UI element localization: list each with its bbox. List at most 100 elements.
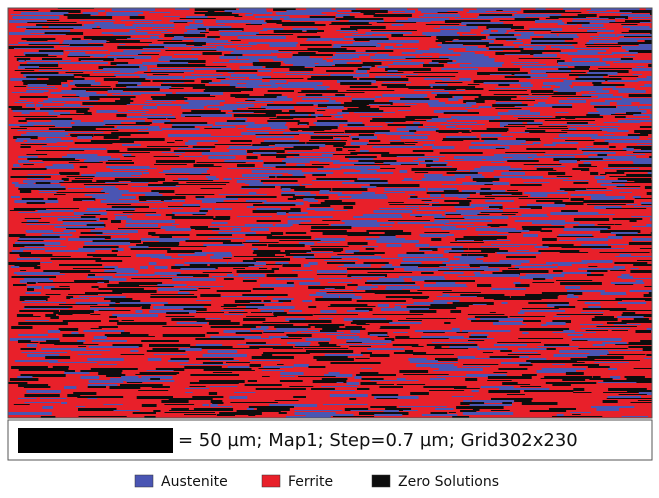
zero-solution-streak bbox=[90, 314, 101, 315]
austenite-streak bbox=[578, 224, 595, 227]
austenite-streak bbox=[415, 50, 454, 53]
zero-solution-streak bbox=[495, 52, 543, 55]
zero-solution-streak bbox=[154, 164, 187, 165]
zero-solution-streak bbox=[435, 96, 453, 98]
austenite-streak bbox=[68, 54, 107, 56]
austenite-streak bbox=[621, 98, 652, 100]
austenite-streak bbox=[18, 66, 39, 69]
zero-solution-streak bbox=[152, 74, 169, 75]
austenite-streak bbox=[25, 60, 71, 61]
zero-solution-streak bbox=[91, 286, 99, 288]
zero-solution-streak bbox=[98, 288, 144, 290]
austenite-streak bbox=[378, 278, 404, 280]
austenite-streak bbox=[246, 86, 278, 88]
zero-solution-streak bbox=[78, 58, 114, 61]
austenite-streak bbox=[214, 406, 233, 407]
austenite-streak bbox=[212, 230, 238, 231]
zero-solution-streak bbox=[552, 106, 573, 108]
austenite-streak bbox=[358, 258, 400, 259]
zero-solution-streak bbox=[530, 90, 554, 93]
zero-solution-streak bbox=[88, 274, 95, 276]
zero-solution-streak bbox=[246, 156, 258, 159]
zero-solution-streak bbox=[406, 252, 425, 255]
austenite-streak bbox=[568, 64, 611, 66]
austenite-streak bbox=[436, 376, 466, 377]
zero-solution-streak bbox=[13, 244, 45, 247]
austenite-streak bbox=[234, 178, 270, 179]
austenite-streak bbox=[292, 270, 313, 271]
zero-solution-streak bbox=[179, 18, 216, 19]
austenite-streak bbox=[63, 40, 107, 43]
zero-solution-streak bbox=[104, 334, 149, 337]
austenite-streak bbox=[111, 128, 147, 129]
zero-solution-streak bbox=[306, 30, 324, 32]
austenite-streak bbox=[152, 28, 175, 29]
austenite-streak bbox=[406, 126, 419, 129]
austenite-streak bbox=[337, 112, 350, 114]
austenite-streak bbox=[513, 64, 546, 65]
austenite-streak bbox=[208, 156, 236, 159]
zero-solution-streak bbox=[115, 84, 138, 87]
austenite-streak bbox=[324, 260, 358, 261]
zero-solution-streak bbox=[340, 28, 358, 31]
zero-solution-streak bbox=[193, 408, 234, 411]
austenite-streak bbox=[514, 74, 548, 77]
austenite-streak bbox=[247, 130, 285, 131]
austenite-streak bbox=[568, 54, 614, 55]
zero-solution-streak bbox=[126, 382, 143, 383]
zero-solution-streak bbox=[390, 142, 405, 144]
zero-solution-streak bbox=[617, 178, 652, 181]
zero-solution-streak bbox=[165, 214, 175, 216]
austenite-streak bbox=[213, 254, 233, 257]
austenite-streak bbox=[631, 226, 652, 227]
austenite-streak bbox=[458, 28, 471, 31]
zero-solution-streak bbox=[289, 320, 332, 323]
austenite-streak bbox=[255, 136, 294, 138]
austenite-streak bbox=[14, 360, 58, 362]
austenite-streak bbox=[152, 120, 171, 123]
austenite-streak bbox=[163, 170, 207, 173]
zero-solution-streak bbox=[489, 34, 515, 36]
zero-solution-streak bbox=[208, 392, 218, 395]
zero-solution-streak bbox=[320, 330, 337, 333]
austenite-streak bbox=[150, 208, 158, 209]
austenite-streak bbox=[581, 24, 604, 27]
zero-solution-streak bbox=[45, 356, 71, 359]
austenite-streak bbox=[221, 296, 267, 297]
austenite-streak bbox=[202, 404, 209, 406]
zero-solution-streak bbox=[301, 90, 338, 93]
austenite-streak bbox=[77, 340, 86, 342]
austenite-streak bbox=[27, 122, 71, 125]
austenite-streak bbox=[613, 62, 652, 63]
austenite-streak bbox=[401, 52, 423, 54]
zero-solution-streak bbox=[212, 372, 233, 373]
austenite-streak bbox=[579, 148, 609, 150]
zero-solution-streak bbox=[421, 272, 434, 274]
zero-solution-streak bbox=[256, 254, 275, 257]
austenite-streak bbox=[646, 328, 652, 331]
zero-solution-streak bbox=[588, 70, 629, 73]
austenite-streak bbox=[70, 350, 111, 351]
austenite-streak bbox=[175, 154, 182, 155]
austenite-streak bbox=[438, 368, 483, 371]
zero-solution-streak bbox=[624, 36, 652, 37]
austenite-streak bbox=[332, 46, 341, 49]
austenite-streak bbox=[185, 392, 193, 393]
zero-solution-streak bbox=[74, 280, 109, 283]
zero-solution-streak bbox=[424, 232, 450, 233]
austenite-streak bbox=[340, 296, 362, 299]
phase-map bbox=[8, 8, 652, 418]
zero-solution-streak bbox=[16, 314, 34, 317]
zero-solution-streak bbox=[246, 342, 266, 345]
zero-solution-streak bbox=[8, 234, 26, 237]
austenite-streak bbox=[505, 40, 522, 41]
zero-solution-streak bbox=[347, 284, 358, 286]
zero-solution-streak bbox=[262, 322, 313, 323]
austenite-streak bbox=[62, 156, 112, 159]
austenite-streak bbox=[430, 194, 442, 197]
zero-solution-streak bbox=[255, 388, 306, 390]
austenite-streak bbox=[145, 194, 163, 196]
zero-solution-streak bbox=[106, 374, 126, 377]
zero-solution-streak bbox=[599, 16, 628, 19]
austenite-streak bbox=[495, 88, 532, 89]
